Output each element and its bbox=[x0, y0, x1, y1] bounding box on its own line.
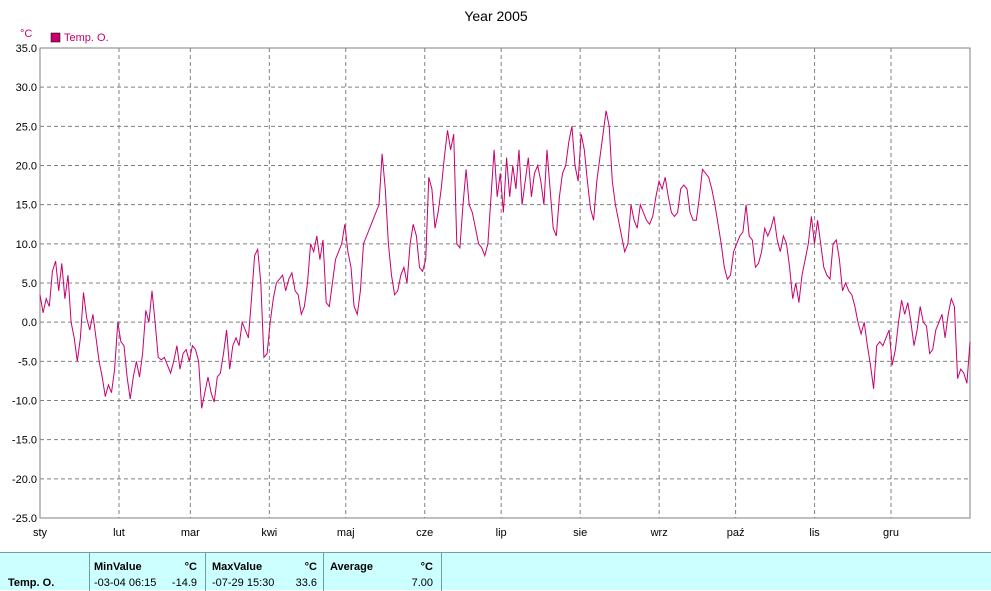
min-unit: °C bbox=[184, 561, 197, 573]
x-tick-label: lut bbox=[113, 527, 125, 539]
y-tick-label: -10.0 bbox=[12, 396, 37, 408]
x-tick-label: maj bbox=[337, 527, 355, 539]
stats-label-cell: Temp. O. bbox=[0, 553, 90, 591]
y-tick-label: -15.0 bbox=[12, 435, 37, 447]
x-tick-label: gru bbox=[883, 527, 899, 539]
y-axis-ticks: 35.0 30.0 25.0 20.0 15.0 10.0 5.0 0.0 -5.0 -10.0 -… bbox=[12, 43, 37, 525]
stats-min-cell: MinValue °C -03-04 06:15 -14.9 bbox=[90, 553, 206, 591]
legend-swatch bbox=[50, 32, 61, 43]
x-tick-label: cze bbox=[416, 527, 433, 539]
y-axis-unit: °C bbox=[20, 28, 32, 40]
y-tick-label: -20.0 bbox=[12, 474, 37, 486]
min-date: -03-04 06:15 bbox=[94, 577, 157, 589]
y-tick-label: -5.0 bbox=[18, 356, 37, 368]
y-tick-label: 10.0 bbox=[16, 239, 37, 251]
avg-header: Average bbox=[330, 561, 374, 573]
max-value: 33.6 bbox=[295, 577, 317, 589]
stats-max-cell: MaxValue °C -07-29 15:30 33.6 bbox=[206, 553, 324, 591]
min-value: -14.9 bbox=[171, 577, 197, 589]
y-tick-label: 5.0 bbox=[22, 278, 37, 290]
x-tick-label: lis bbox=[809, 527, 820, 539]
avg-value: 7.00 bbox=[411, 577, 433, 589]
x-tick-label: paź bbox=[727, 527, 745, 539]
x-axis-ticks: sty lut mar kwi maj cze lip sie wrz paź lis gru bbox=[33, 527, 899, 539]
max-date: -07-29 15:30 bbox=[212, 577, 275, 589]
y-tick-label: -25.0 bbox=[12, 513, 37, 525]
legend-label: Temp. O. bbox=[64, 32, 109, 44]
x-tick-label: wrz bbox=[650, 527, 668, 539]
y-tick-label: 25.0 bbox=[16, 121, 37, 133]
min-header: MinValue bbox=[94, 561, 142, 573]
y-tick-label: 20.0 bbox=[16, 161, 37, 173]
y-tick-label: 0.0 bbox=[22, 317, 37, 329]
x-tick-label: kwi bbox=[261, 527, 277, 539]
max-header: MaxValue bbox=[212, 561, 263, 573]
max-unit: °C bbox=[304, 561, 317, 573]
avg-unit: °C bbox=[420, 561, 433, 573]
chart-title: Year 2005 bbox=[464, 8, 528, 24]
y-tick-label: 30.0 bbox=[16, 82, 37, 94]
stats-row-label: Temp. O. bbox=[8, 577, 55, 589]
x-tick-label: sie bbox=[573, 527, 587, 539]
stats-avg-cell: Average °C 7.00 bbox=[324, 553, 442, 591]
y-tick-label: 35.0 bbox=[16, 43, 37, 55]
temp-series-line bbox=[39, 110, 971, 409]
temperature-chart: Year 2005 °C Temp. O. 35.0 30.0 25.0 20.0 15… bbox=[12, 8, 971, 539]
grid-lines bbox=[40, 48, 970, 518]
statistics-panel: Temp. O. MinValue °C -03-04 06:15 -14.9 … bbox=[0, 552, 991, 591]
x-tick-label: lip bbox=[496, 527, 507, 539]
y-tick-label: 15.0 bbox=[16, 200, 37, 212]
x-tick-label: sty bbox=[33, 527, 48, 539]
x-tick-label: mar bbox=[181, 527, 200, 539]
